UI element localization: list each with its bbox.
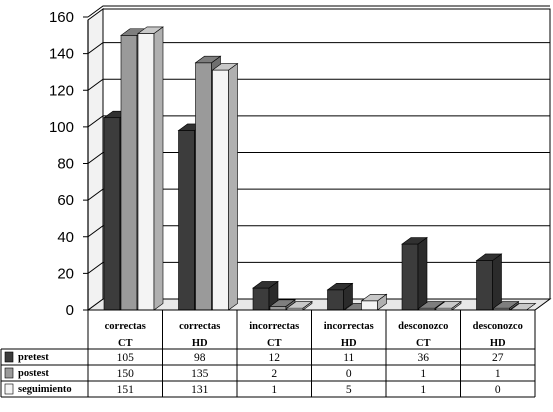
bar-seguimiento-3	[360, 293, 388, 311]
y-tick-label: 120	[49, 82, 74, 99]
category-label: correctas	[179, 321, 220, 332]
series-label: seguimiento	[18, 384, 72, 395]
data-label: 131	[191, 384, 209, 396]
category-label: CT	[267, 338, 282, 349]
y-tick-label: 80	[57, 156, 74, 173]
gridline	[87, 225, 550, 238]
data-label: 150	[117, 368, 135, 380]
category-label: HD	[341, 338, 357, 349]
category-label: incorrectas	[249, 321, 299, 332]
category-label: CT	[118, 338, 133, 349]
data-label: 5	[346, 384, 352, 396]
data-label: 1	[420, 368, 426, 380]
data-label: 98	[194, 352, 206, 364]
category-label: HD	[192, 338, 208, 349]
y-tick-label: 0	[66, 302, 74, 319]
bar-seguimiento-4	[435, 301, 462, 311]
y-tick-label: 100	[49, 119, 74, 136]
data-label: 1	[271, 384, 277, 396]
data-label: 2	[271, 368, 277, 380]
bar-pretest-5	[475, 253, 503, 311]
data-label: 135	[191, 368, 209, 380]
bar-pretest-4	[401, 236, 428, 311]
gridline	[87, 152, 550, 164]
gridlines	[87, 5, 550, 274]
side-wall	[87, 8, 104, 311]
category-label: HD	[490, 338, 506, 349]
gridline	[87, 115, 550, 128]
data-label: 12	[269, 352, 281, 364]
category-label: incorrectas	[324, 321, 374, 332]
data-label: 1	[420, 384, 426, 396]
gridline	[87, 261, 550, 274]
data-label: 36	[418, 352, 430, 364]
data-table: correctas CT correctas HD incorrectas CT incor…	[0, 309, 536, 398]
series-label: postest	[18, 368, 49, 379]
data-label: 0	[495, 384, 501, 396]
bar-seguimiento-2	[286, 301, 313, 311]
data-label: 151	[117, 384, 135, 396]
data-label: 11	[343, 352, 354, 364]
bar-pretest-3	[326, 282, 354, 311]
data-label: 1	[495, 368, 501, 380]
bar-seguimiento-0	[137, 26, 164, 311]
gridline	[87, 188, 550, 201]
category-label: CT	[416, 338, 431, 349]
y-axis: 0 20 40 60 80 100 120 140 160	[49, 9, 89, 319]
data-label: 105	[117, 352, 135, 364]
legend-key-postest	[4, 367, 14, 379]
y-tick-label: 140	[49, 46, 74, 63]
category-label: desconozco	[398, 321, 448, 332]
data-label: 0	[346, 368, 352, 380]
y-tick-label: 160	[49, 9, 74, 26]
data-label: 27	[492, 352, 504, 364]
category-label: correctas	[105, 321, 146, 332]
bars	[103, 26, 537, 311]
y-tick-label: 40	[57, 229, 74, 246]
gridline	[87, 42, 550, 55]
legend-key-seguimiento	[4, 383, 14, 395]
gridline	[87, 78, 550, 91]
gridline	[87, 5, 550, 18]
series-label: pretest	[18, 352, 49, 363]
category-label: desconozco	[473, 321, 523, 332]
legend-key-pretest	[4, 351, 14, 363]
bar-seguimiento-1	[211, 62, 239, 311]
y-tick-label: 60	[57, 192, 74, 209]
y-tick-label: 20	[57, 265, 74, 282]
